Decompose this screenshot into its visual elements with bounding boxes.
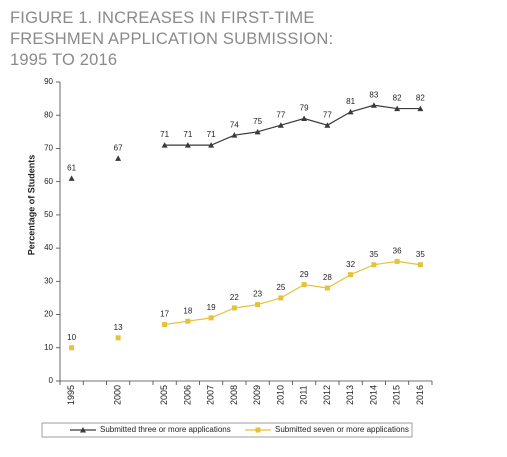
y-axis-label: Percentage of Students <box>26 155 36 256</box>
data-label: 61 <box>67 163 76 172</box>
y-tick-label: 80 <box>44 110 53 119</box>
y-tick-label: 10 <box>44 343 53 352</box>
x-tick-label: 2005 <box>159 385 169 405</box>
y-tick-label: 20 <box>44 310 53 319</box>
data-label: 67 <box>114 144 123 153</box>
x-tick-label: 2015 <box>392 385 402 405</box>
point <box>115 155 122 161</box>
x-tick-label: 2000 <box>113 385 123 405</box>
legend-marker <box>80 427 86 433</box>
y-tick-label: 0 <box>49 376 54 385</box>
point <box>69 345 75 351</box>
y-tick-label: 30 <box>44 276 53 285</box>
data-label: 75 <box>253 117 262 126</box>
data-label: 29 <box>300 270 309 279</box>
point <box>301 115 308 122</box>
point <box>417 262 423 268</box>
data-label: 13 <box>114 323 123 332</box>
data-label: 23 <box>253 290 262 299</box>
data-label: 35 <box>369 250 378 259</box>
legend-marker <box>255 427 261 433</box>
data-label: 71 <box>207 130 216 139</box>
x-tick-label: 2006 <box>182 385 192 405</box>
chart-title: FIGURE 1. INCREASES IN FIRST-TIME FRESHM… <box>10 9 334 69</box>
data-label: 77 <box>276 110 285 119</box>
x-tick-label: 2014 <box>368 385 378 405</box>
point <box>394 258 400 264</box>
point <box>185 318 191 324</box>
point <box>301 282 307 288</box>
data-label: 35 <box>416 250 425 259</box>
x-tick-label: 2012 <box>322 385 332 405</box>
data-label: 32 <box>346 260 355 269</box>
data-label: 81 <box>346 97 355 106</box>
legend-label: Submitted three or more applications <box>100 425 231 434</box>
y-tick-label: 70 <box>44 144 53 153</box>
legend-box <box>41 422 413 438</box>
x-tick-label: 2009 <box>252 385 262 405</box>
point <box>370 102 377 108</box>
point <box>208 142 215 148</box>
data-label: 25 <box>276 283 285 292</box>
point <box>324 122 331 128</box>
legend-label: Submitted seven or more applications <box>275 425 409 434</box>
point <box>184 142 191 148</box>
data-label: 82 <box>416 94 425 103</box>
data-label: 28 <box>323 273 332 282</box>
y-tick-label: 50 <box>44 210 53 219</box>
y-tick-label: 90 <box>44 77 53 86</box>
point <box>255 302 261 308</box>
series-line <box>164 104 421 146</box>
point <box>371 262 377 268</box>
data-label: 36 <box>393 247 402 256</box>
data-label: 22 <box>230 293 239 302</box>
x-tick-label: 2016 <box>415 385 425 405</box>
point <box>417 105 424 112</box>
y-tick-label: 60 <box>44 177 53 186</box>
x-tick-label: 2007 <box>206 385 216 405</box>
point <box>277 122 284 128</box>
data-label: 82 <box>393 94 402 103</box>
x-tick-label: 1995 <box>66 385 76 405</box>
data-label: 79 <box>300 104 309 113</box>
data-label: 18 <box>183 306 192 315</box>
y-tick-label: 40 <box>44 243 53 252</box>
data-label: 77 <box>323 110 332 119</box>
point <box>68 175 75 181</box>
x-tick-label: 2010 <box>275 385 285 405</box>
data-label: 83 <box>369 90 378 99</box>
point <box>348 272 354 278</box>
point <box>394 105 401 112</box>
data-label: 71 <box>160 130 169 139</box>
point <box>231 132 238 138</box>
point <box>161 142 168 148</box>
data-label: 71 <box>183 130 192 139</box>
data-label: 74 <box>230 120 239 129</box>
x-tick-label: 2011 <box>299 385 309 404</box>
point <box>162 322 168 328</box>
data-label: 10 <box>67 333 76 342</box>
x-tick-label: 2013 <box>345 385 355 405</box>
point <box>115 335 121 341</box>
x-tick-label: 2008 <box>229 385 239 405</box>
point <box>208 315 214 321</box>
point <box>324 285 330 291</box>
data-label: 19 <box>207 303 216 312</box>
point <box>347 108 354 115</box>
series-line <box>164 260 421 326</box>
data-label: 17 <box>160 310 169 319</box>
point <box>278 295 284 301</box>
point <box>231 305 237 311</box>
point <box>254 128 261 135</box>
